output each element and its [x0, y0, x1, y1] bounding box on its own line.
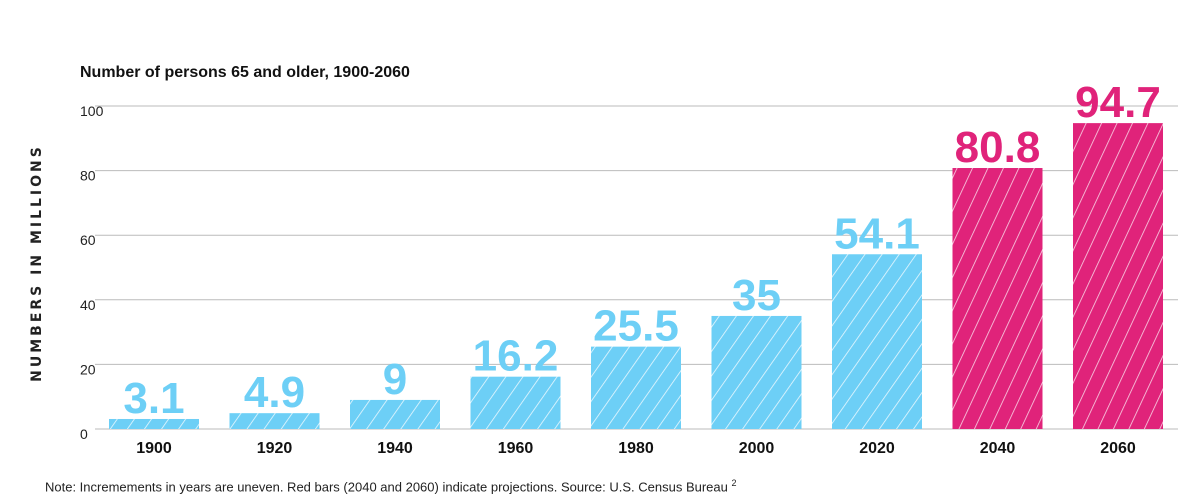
- data-label-1900: 3.1: [123, 374, 184, 423]
- x-tick-label-2000: 2000: [739, 440, 775, 457]
- y-axis-label: NUMBERS IN MILLIONS: [29, 144, 45, 382]
- x-tick-label-1940: 1940: [377, 440, 413, 457]
- x-tick-label-1960: 1960: [498, 440, 534, 457]
- bar-1940: [350, 399, 440, 429]
- bar-2000: [711, 315, 802, 429]
- x-tick-label-2040: 2040: [980, 440, 1016, 457]
- data-label-2040: 80.8: [955, 123, 1041, 172]
- x-tick-label-1980: 1980: [618, 440, 654, 457]
- x-tick-label-2060: 2060: [1100, 440, 1136, 457]
- bars: [109, 123, 1163, 430]
- bar-1980: [591, 346, 681, 429]
- data-label-2060: 94.7: [1075, 78, 1161, 127]
- data-label-1980: 25.5: [593, 302, 679, 351]
- bar-2020: [832, 254, 922, 429]
- bar-1900: [109, 418, 199, 429]
- y-tick-label: 0: [80, 426, 88, 442]
- y-axis-ticks: 0 20 40 60 80 100: [80, 103, 104, 442]
- x-tick-label-1900: 1900: [136, 440, 172, 457]
- bar-2060: [1073, 123, 1163, 429]
- data-labels: 3.1 4.9 9 16.2 25.5 35 54.1 80.8 94.7: [123, 78, 1160, 423]
- chart-title: Number of persons 65 and older, 1900-206…: [80, 64, 410, 81]
- data-label-2000: 35: [732, 271, 781, 320]
- y-tick-label: 80: [80, 168, 96, 184]
- footnote-reference: 2: [731, 478, 737, 488]
- bar-2040: [952, 168, 1043, 430]
- y-tick-label: 100: [80, 103, 104, 119]
- x-tick-label-1920: 1920: [257, 440, 293, 457]
- bar-1920: [229, 413, 320, 429]
- footnote: Note: Incremements in years are uneven. …: [45, 478, 737, 494]
- data-label-1960: 16.2: [473, 332, 559, 381]
- y-tick-label: 60: [80, 232, 96, 248]
- bar-1960: [470, 376, 561, 429]
- y-tick-label: 20: [80, 361, 96, 377]
- x-tick-label-2020: 2020: [859, 440, 895, 457]
- data-label-1940: 9: [383, 355, 407, 404]
- data-label-1920: 4.9: [244, 368, 305, 417]
- x-axis-ticks: 1900 1920 1940 1960 1980 2000 2020 2040 2060: [136, 440, 1136, 457]
- footnote-text: Note: Incremements in years are uneven. …: [45, 479, 732, 495]
- y-tick-label: 40: [80, 297, 96, 313]
- data-label-2020: 54.1: [834, 209, 920, 258]
